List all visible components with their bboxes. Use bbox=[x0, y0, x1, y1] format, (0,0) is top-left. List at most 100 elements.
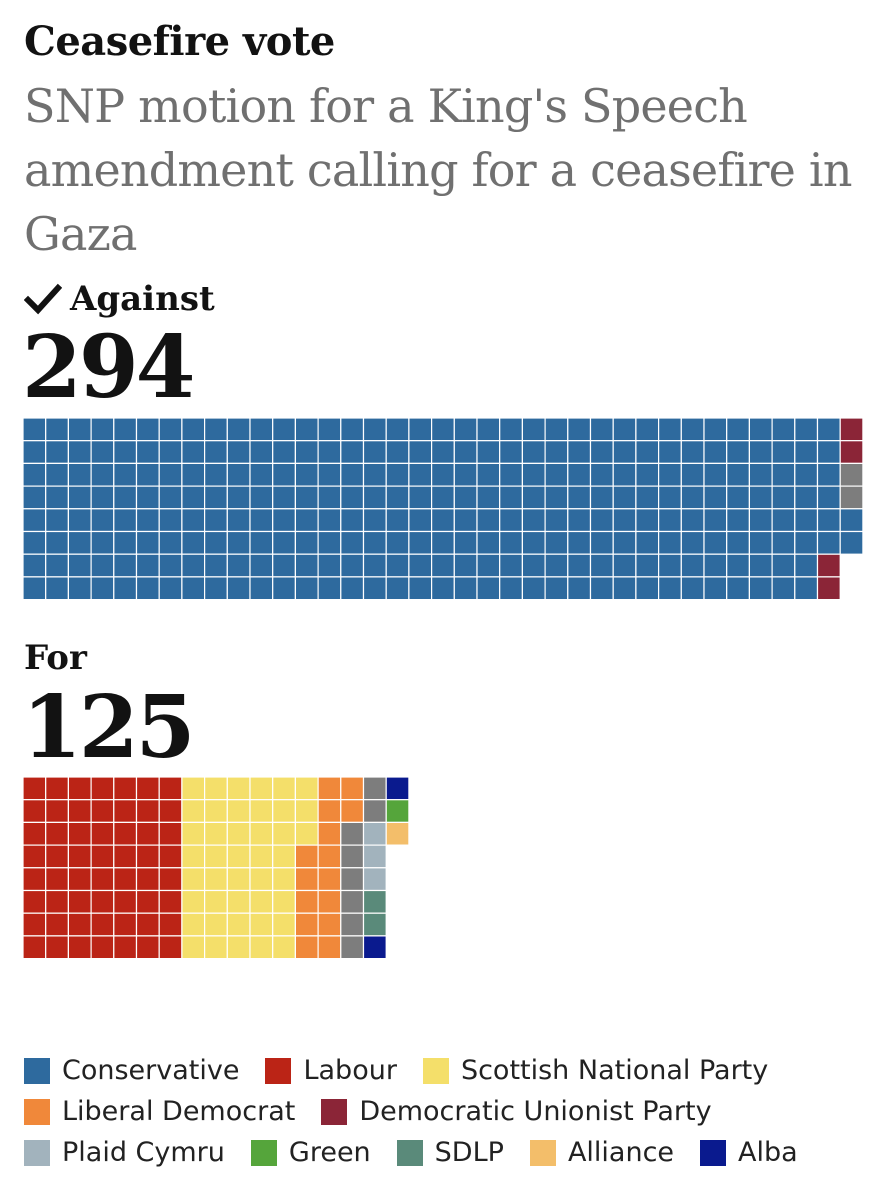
against-square-conservative bbox=[771, 462, 796, 487]
against-square-conservative bbox=[589, 462, 614, 487]
against-square-conservative bbox=[657, 417, 682, 442]
against-square-conservative bbox=[816, 485, 841, 510]
for-square-labour bbox=[135, 912, 160, 937]
against-square-conservative bbox=[748, 462, 773, 487]
for-square-scottish-national-party bbox=[272, 935, 297, 960]
against-square-conservative bbox=[294, 508, 319, 533]
against-square-conservative bbox=[680, 440, 705, 465]
against-square-conservative bbox=[703, 508, 728, 533]
for-square-scottish-national-party bbox=[272, 821, 297, 846]
against-square-conservative bbox=[113, 440, 138, 465]
against-square-conservative bbox=[22, 530, 47, 555]
for-square-labour bbox=[22, 821, 47, 846]
for-square-scottish-national-party bbox=[249, 889, 274, 914]
for-label-text: For bbox=[24, 638, 87, 678]
against-count: 294 bbox=[22, 317, 196, 418]
legend-item: Labour bbox=[265, 1055, 397, 1086]
for-square-scottish-national-party bbox=[204, 821, 228, 846]
against-square-conservative bbox=[816, 440, 841, 465]
against-square-conservative bbox=[544, 462, 569, 487]
against-square-conservative bbox=[158, 462, 183, 487]
against-square-conservative bbox=[453, 530, 478, 555]
against-square-conservative bbox=[589, 440, 614, 465]
against-square-conservative bbox=[476, 440, 501, 465]
for-square-labour bbox=[113, 844, 138, 869]
against-square-conservative bbox=[544, 553, 569, 578]
legend-swatch bbox=[422, 1057, 449, 1084]
for-square-labour bbox=[90, 821, 115, 846]
for-square-scottish-national-party bbox=[204, 776, 228, 801]
against-square-conservative bbox=[67, 462, 92, 487]
against-square-conservative bbox=[726, 530, 751, 555]
against-square-conservative bbox=[67, 440, 92, 465]
against-square-conservative bbox=[45, 485, 70, 510]
for-square-labour bbox=[158, 799, 183, 824]
for-square-liberal-democrat bbox=[294, 889, 319, 914]
against-square-conservative bbox=[816, 508, 841, 533]
legend-label: Democratic Unionist Party bbox=[359, 1096, 712, 1127]
for-square-scottish-national-party bbox=[272, 889, 297, 914]
against-square-conservative bbox=[635, 440, 660, 465]
against-square-conservative bbox=[135, 576, 160, 601]
against-square-conservative bbox=[589, 576, 614, 601]
against-square-conservative bbox=[794, 553, 819, 578]
against-square-conservative bbox=[22, 576, 47, 601]
for-square-scottish-national-party bbox=[294, 821, 319, 846]
against-square-conservative bbox=[181, 462, 206, 487]
against-square-conservative bbox=[476, 553, 501, 578]
against-square-conservative bbox=[680, 417, 705, 442]
against-square-conservative bbox=[204, 462, 228, 487]
for-square-liberal-democrat bbox=[294, 867, 319, 892]
checkmark-icon bbox=[24, 283, 62, 315]
for-square-scottish-national-party bbox=[226, 821, 251, 846]
for-square-liberal-democrat bbox=[317, 799, 342, 824]
legend-label: Green bbox=[288, 1137, 371, 1168]
against-square-conservative bbox=[476, 576, 501, 601]
against-square-conservative bbox=[317, 508, 342, 533]
against-square-conservative bbox=[135, 553, 160, 578]
against-square-conservative bbox=[294, 553, 319, 578]
against-square-conservative bbox=[272, 530, 297, 555]
against-square-conservative bbox=[362, 440, 387, 465]
for-square-labour bbox=[113, 799, 138, 824]
against-square-conservative bbox=[680, 508, 705, 533]
against-square-conservative bbox=[181, 508, 206, 533]
against-square-conservative bbox=[703, 440, 728, 465]
against-square-conservative bbox=[45, 508, 70, 533]
against-square-conservative bbox=[431, 485, 455, 510]
against-square-conservative bbox=[703, 576, 728, 601]
against-square-conservative bbox=[839, 530, 864, 555]
against-square-conservative bbox=[340, 485, 365, 510]
for-square-labour bbox=[158, 889, 183, 914]
against-square-conservative bbox=[657, 576, 682, 601]
against-square-democratic-unionist-party bbox=[816, 576, 841, 601]
against-square-conservative bbox=[816, 417, 841, 442]
against-square-conservative bbox=[612, 553, 637, 578]
against-square-conservative bbox=[794, 576, 819, 601]
for-square-scottish-national-party bbox=[249, 776, 274, 801]
against-square-conservative bbox=[135, 485, 160, 510]
for-square-labour bbox=[158, 935, 183, 960]
against-square-conservative bbox=[657, 485, 682, 510]
against-square-independent bbox=[839, 462, 864, 487]
against-square-conservative bbox=[544, 440, 569, 465]
for-square-scottish-national-party bbox=[181, 776, 206, 801]
legend-swatch bbox=[700, 1139, 727, 1166]
against-square-conservative bbox=[635, 530, 660, 555]
against-square-conservative bbox=[340, 553, 365, 578]
against-square-conservative bbox=[408, 508, 433, 533]
against-square-conservative bbox=[521, 576, 546, 601]
against-square-conservative bbox=[135, 440, 160, 465]
for-count: 125 bbox=[22, 677, 196, 778]
for-square-scottish-national-party bbox=[181, 799, 206, 824]
against-square-conservative bbox=[499, 576, 524, 601]
against-square-conservative bbox=[385, 508, 410, 533]
for-square-labour bbox=[135, 844, 160, 869]
legend-item: Alba bbox=[700, 1137, 798, 1168]
against-square-conservative bbox=[567, 462, 592, 487]
for-square-labour bbox=[113, 912, 138, 937]
against-square-conservative bbox=[748, 553, 773, 578]
against-square-conservative bbox=[748, 440, 773, 465]
against-square-conservative bbox=[90, 417, 115, 442]
against-square-conservative bbox=[362, 485, 387, 510]
